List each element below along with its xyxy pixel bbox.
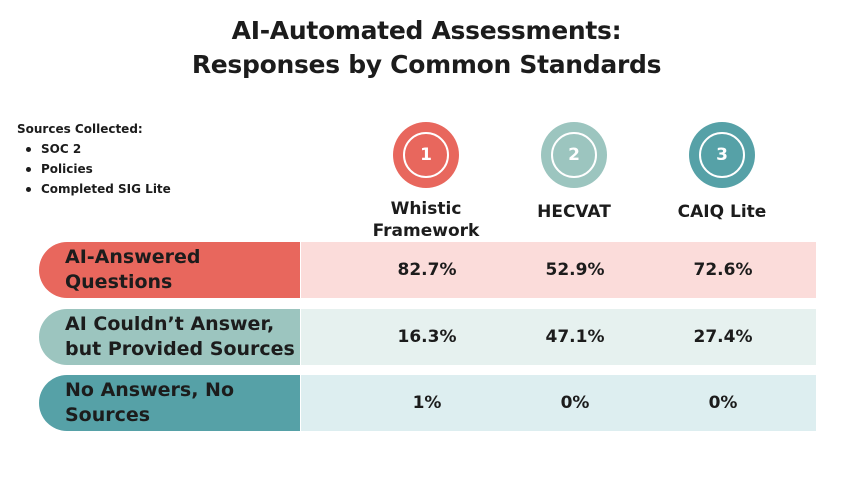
column-header-caiq-lite: 3 CAIQ Lite <box>647 122 797 223</box>
row-label: No Answers, No Sources <box>39 375 300 431</box>
table-cell: 1% <box>412 393 442 413</box>
table-cell: 0% <box>560 393 590 413</box>
row-band <box>301 375 816 431</box>
sources-list: Sources Collected: SOC 2 Policies Comple… <box>17 119 171 199</box>
number-badge: 2 <box>541 122 607 188</box>
table-cell: 27.4% <box>693 327 753 347</box>
table-row-no-answers: No Answers, No Sources 1% 0% 0% <box>39 375 816 431</box>
sources-heading: Sources Collected: <box>17 122 143 136</box>
column-header-hecvat: 2 HECVAT <box>499 122 649 223</box>
column-label: HECVAT <box>537 202 611 222</box>
source-item: Completed SIG Lite <box>26 179 171 199</box>
table-cell: 82.7% <box>397 260 457 280</box>
row-band <box>301 242 816 298</box>
column-label: Whistic Framework <box>372 199 480 241</box>
number-badge-label: 1 <box>403 132 449 178</box>
table-cell: 52.9% <box>545 260 605 280</box>
table-row-ai-couldnt-answer: AI Couldn’t Answer, but Provided Sources… <box>39 309 816 365</box>
chart-title: AI-Automated Assessments: Responses by C… <box>0 14 853 82</box>
title-line-2: Responses by Common Standards <box>191 50 662 79</box>
row-label: AI-Answered Questions <box>39 242 300 298</box>
row-band <box>301 309 816 365</box>
number-badge: 1 <box>393 122 459 188</box>
source-item: Policies <box>26 159 171 179</box>
table-row-ai-answered: AI-Answered Questions 82.7% 52.9% 72.6% <box>39 242 816 298</box>
number-badge-label: 2 <box>551 132 597 178</box>
number-badge: 3 <box>689 122 755 188</box>
source-item: SOC 2 <box>26 139 171 159</box>
row-label: AI Couldn’t Answer, but Provided Sources <box>39 309 300 365</box>
column-label: CAIQ Lite <box>677 202 767 222</box>
number-badge-label: 3 <box>699 132 745 178</box>
table-cell: 16.3% <box>397 327 457 347</box>
title-line-1: AI-Automated Assessments: <box>231 16 622 45</box>
table-cell: 0% <box>708 393 738 413</box>
table-cell: 72.6% <box>693 260 753 280</box>
column-header-whistic: 1 Whistic Framework <box>351 122 501 242</box>
table-cell: 47.1% <box>545 327 605 347</box>
